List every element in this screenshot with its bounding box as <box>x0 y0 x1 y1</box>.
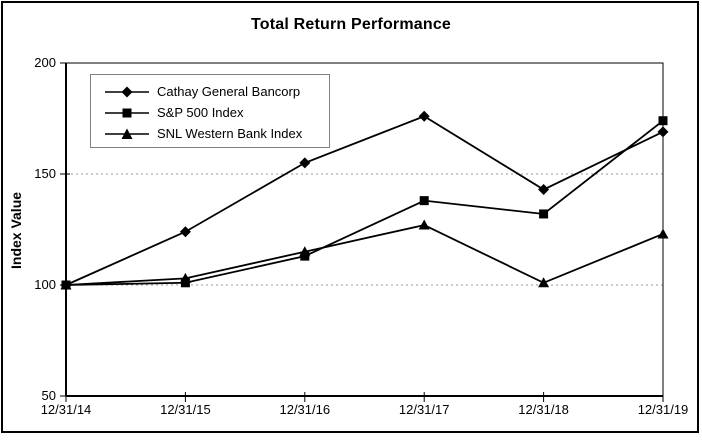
diamond-marker-icon <box>105 86 149 97</box>
legend-item-cathay: Cathay General Bancorp <box>105 81 329 102</box>
data-point-diamond <box>418 110 430 122</box>
data-point-triangle <box>657 228 669 239</box>
data-point-triangle <box>60 279 72 290</box>
y-tick-label: 200 <box>34 55 56 70</box>
data-point-square <box>419 196 429 206</box>
x-tick-label: 12/31/14 <box>41 402 92 417</box>
data-point-diamond <box>179 226 191 238</box>
legend: Cathay General Bancorp S&P 500 Index SNL… <box>90 74 330 148</box>
data-point-triangle <box>299 246 311 257</box>
data-point-square <box>539 209 549 219</box>
x-tick-label: 12/31/15 <box>160 402 211 417</box>
x-tick-label: 12/31/17 <box>399 402 450 417</box>
legend-label: Cathay General Bancorp <box>157 84 301 99</box>
legend-label: S&P 500 Index <box>157 105 244 120</box>
x-tick-label: 12/31/18 <box>518 402 569 417</box>
triangle-marker-icon <box>105 128 149 139</box>
y-tick-label: 100 <box>34 277 56 292</box>
chart-title: Total Return Performance <box>250 16 452 33</box>
data-point-diamond <box>299 157 311 169</box>
x-tick-label: 12/31/19 <box>638 402 689 417</box>
data-point-triangle <box>538 277 550 288</box>
data-point-diamond <box>538 184 550 196</box>
data-point-square <box>658 116 668 126</box>
legend-item-sp500: S&P 500 Index <box>105 102 329 123</box>
series-line-snl-western-bank-index <box>65 224 664 286</box>
y-tick-label: 150 <box>34 166 56 181</box>
series-line-cathay-general-bancorp <box>65 115 664 286</box>
series-line-s-p-500-index <box>65 120 664 286</box>
data-point-triangle <box>418 219 430 230</box>
legend-label: SNL Western Bank Index <box>157 126 303 141</box>
y-tick-label: 50 <box>42 388 56 403</box>
x-tick-label: 12/31/16 <box>279 402 330 417</box>
data-point-diamond <box>657 126 669 138</box>
square-marker-icon <box>105 108 149 117</box>
legend-item-snl-western: SNL Western Bank Index <box>105 123 329 144</box>
data-point-triangle <box>179 272 191 283</box>
